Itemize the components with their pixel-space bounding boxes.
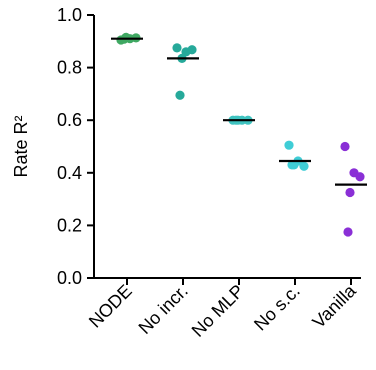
- data-point: [172, 43, 182, 53]
- y-tick-label: 0.2: [57, 215, 82, 235]
- y-tick-label: 0.6: [57, 110, 82, 130]
- y-tick-label: 0.8: [57, 58, 82, 78]
- data-point: [355, 172, 365, 182]
- data-point: [299, 161, 309, 171]
- median-lines: [111, 37, 367, 186]
- data-point: [343, 227, 353, 237]
- x-tick-label: No s.c.: [250, 281, 304, 335]
- y-axis: 0.0 0.2 0.4 0.6 0.8 1.0: [57, 5, 95, 288]
- data-point: [175, 90, 185, 100]
- x-tick-label: NODE: [85, 281, 136, 332]
- data-points: [116, 32, 365, 237]
- data-point: [284, 140, 294, 150]
- x-tick-label: No MLP: [188, 281, 248, 341]
- y-tick-label: 1.0: [57, 5, 82, 25]
- y-tick-label: 0.4: [57, 163, 82, 183]
- data-point: [287, 160, 297, 170]
- x-tick-label: Vanilla: [308, 280, 360, 332]
- y-axis-label: Rate R²: [11, 115, 31, 177]
- data-point: [187, 45, 197, 55]
- data-point: [340, 141, 350, 152]
- data-point: [345, 187, 355, 198]
- x-tick-label: No incr.: [135, 281, 192, 338]
- y-tick-label: 0.0: [57, 268, 82, 288]
